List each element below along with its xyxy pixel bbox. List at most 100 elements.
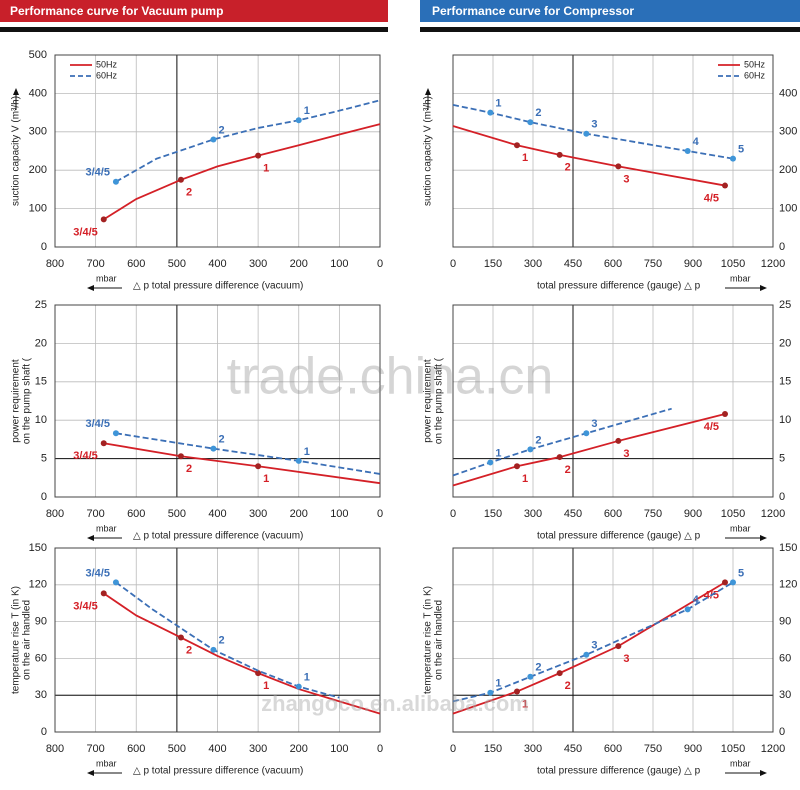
legend-label: 60Hz (744, 70, 766, 80)
x-tick-label: 0 (377, 743, 383, 755)
x-tick-label: 1200 (761, 508, 785, 520)
data-point (527, 119, 534, 126)
series-line (103, 592, 381, 715)
x-tick-label: 400 (208, 508, 226, 520)
data-point (722, 411, 728, 418)
watermark: zhangoco.en.alibaba.com (261, 691, 529, 716)
point-label: 3/4/5 (85, 167, 109, 179)
x-tick-label: 450 (564, 743, 582, 755)
point-label: 3 (591, 119, 597, 131)
point-label: 2 (565, 680, 571, 692)
data-point (583, 430, 590, 437)
data-point (730, 155, 736, 162)
y-tick-label: 10 (35, 414, 47, 426)
unit-arrow-head (760, 535, 767, 541)
data-point (295, 683, 302, 690)
data-point (722, 182, 728, 189)
x-unit: mbar (96, 523, 117, 533)
x-tick-label: 100 (330, 508, 348, 520)
point-label: 2 (535, 107, 541, 119)
data-point (210, 136, 217, 143)
watermark: trade.china.cn (227, 348, 554, 406)
legend-label: 60Hz (96, 70, 118, 80)
plot-frame (54, 304, 381, 498)
point-label: 5 (738, 144, 744, 156)
x-axis-label: total pressure difference (gauge) △ p (537, 766, 701, 777)
data-point (487, 109, 494, 116)
x-tick-label: 700 (86, 743, 104, 755)
series-line (452, 413, 726, 487)
point-label: 2 (218, 124, 224, 136)
x-tick-label: 1200 (761, 743, 785, 755)
y-tick-label: 15 (779, 376, 791, 388)
x-tick-label: 300 (524, 508, 542, 520)
y-axis-label: power requirement (11, 359, 22, 443)
x-axis-label: total pressure difference (gauge) △ p (537, 531, 701, 542)
x-tick-label: 150 (484, 508, 502, 520)
y-tick-label: 25 (35, 299, 47, 311)
point-label: 2 (565, 162, 571, 174)
series-line (115, 581, 340, 699)
x-tick-label: 800 (46, 508, 64, 520)
data-point (210, 646, 217, 653)
y-tick-label: 150 (779, 542, 797, 554)
x-unit: mbar (730, 273, 751, 283)
y-tick-label: 500 (29, 49, 47, 61)
data-point (730, 579, 736, 586)
data-point (100, 590, 107, 597)
data-point (615, 163, 622, 170)
point-label: 3 (591, 640, 597, 652)
point-label: 1 (263, 163, 269, 175)
point-label: 1 (304, 446, 310, 458)
chart-panel: 0 5 10 15 20 25 0 150 300 450 600 750 900 1050 1200 pow… (423, 299, 792, 542)
x-tick-label: 750 (644, 508, 662, 520)
data-point (255, 670, 262, 677)
axis-arrow-head (13, 88, 19, 95)
data-point (112, 430, 119, 437)
x-tick-label: 900 (684, 258, 702, 270)
y-tick-label: 20 (779, 337, 791, 349)
data-point (722, 579, 728, 586)
series-line (103, 123, 381, 221)
axis-arrow-head (425, 88, 431, 95)
data-point (177, 453, 184, 460)
point-label: 1 (304, 105, 310, 117)
point-label: 2 (218, 635, 224, 647)
point-label: 2 (186, 187, 192, 199)
y-axis-label: on the pump shaft ( (434, 357, 445, 444)
data-point (255, 152, 262, 159)
point-label: 1 (522, 698, 528, 710)
data-point (556, 151, 563, 158)
point-label: 3/4/5 (85, 567, 109, 579)
y-tick-label: 0 (779, 491, 785, 503)
x-tick-label: 800 (46, 743, 64, 755)
point-label: 3/4/5 (73, 600, 97, 612)
data-point (615, 437, 622, 444)
x-tick-label: 900 (684, 743, 702, 755)
y-tick-label: 60 (779, 652, 791, 664)
x-tick-label: 700 (86, 258, 104, 270)
x-tick-label: 500 (168, 258, 186, 270)
y-axis-label: suction capacity V (m³/h) (11, 96, 22, 206)
point-label: 3 (591, 418, 597, 430)
series-line (115, 432, 381, 475)
y-axis-label: temperature rise T (in K) (11, 586, 22, 694)
x-tick-label: 400 (208, 743, 226, 755)
x-tick-label: 0 (450, 508, 456, 520)
y-tick-label: 0 (779, 241, 785, 253)
y-tick-label: 20 (35, 337, 47, 349)
header-title: Performance curve for Compressor (432, 4, 634, 18)
x-tick-label: 300 (249, 743, 267, 755)
unit-arrow-head (760, 285, 767, 291)
unit-arrow-head (87, 770, 94, 776)
unit-arrow-head (87, 285, 94, 291)
x-tick-label: 300 (524, 743, 542, 755)
plot-frame (54, 54, 381, 248)
point-label: 3 (623, 653, 629, 665)
data-point (210, 445, 217, 452)
y-tick-label: 100 (29, 203, 47, 215)
y-tick-label: 400 (29, 87, 47, 99)
x-tick-label: 200 (290, 258, 308, 270)
x-tick-label: 0 (450, 258, 456, 270)
header-rule (420, 27, 800, 32)
